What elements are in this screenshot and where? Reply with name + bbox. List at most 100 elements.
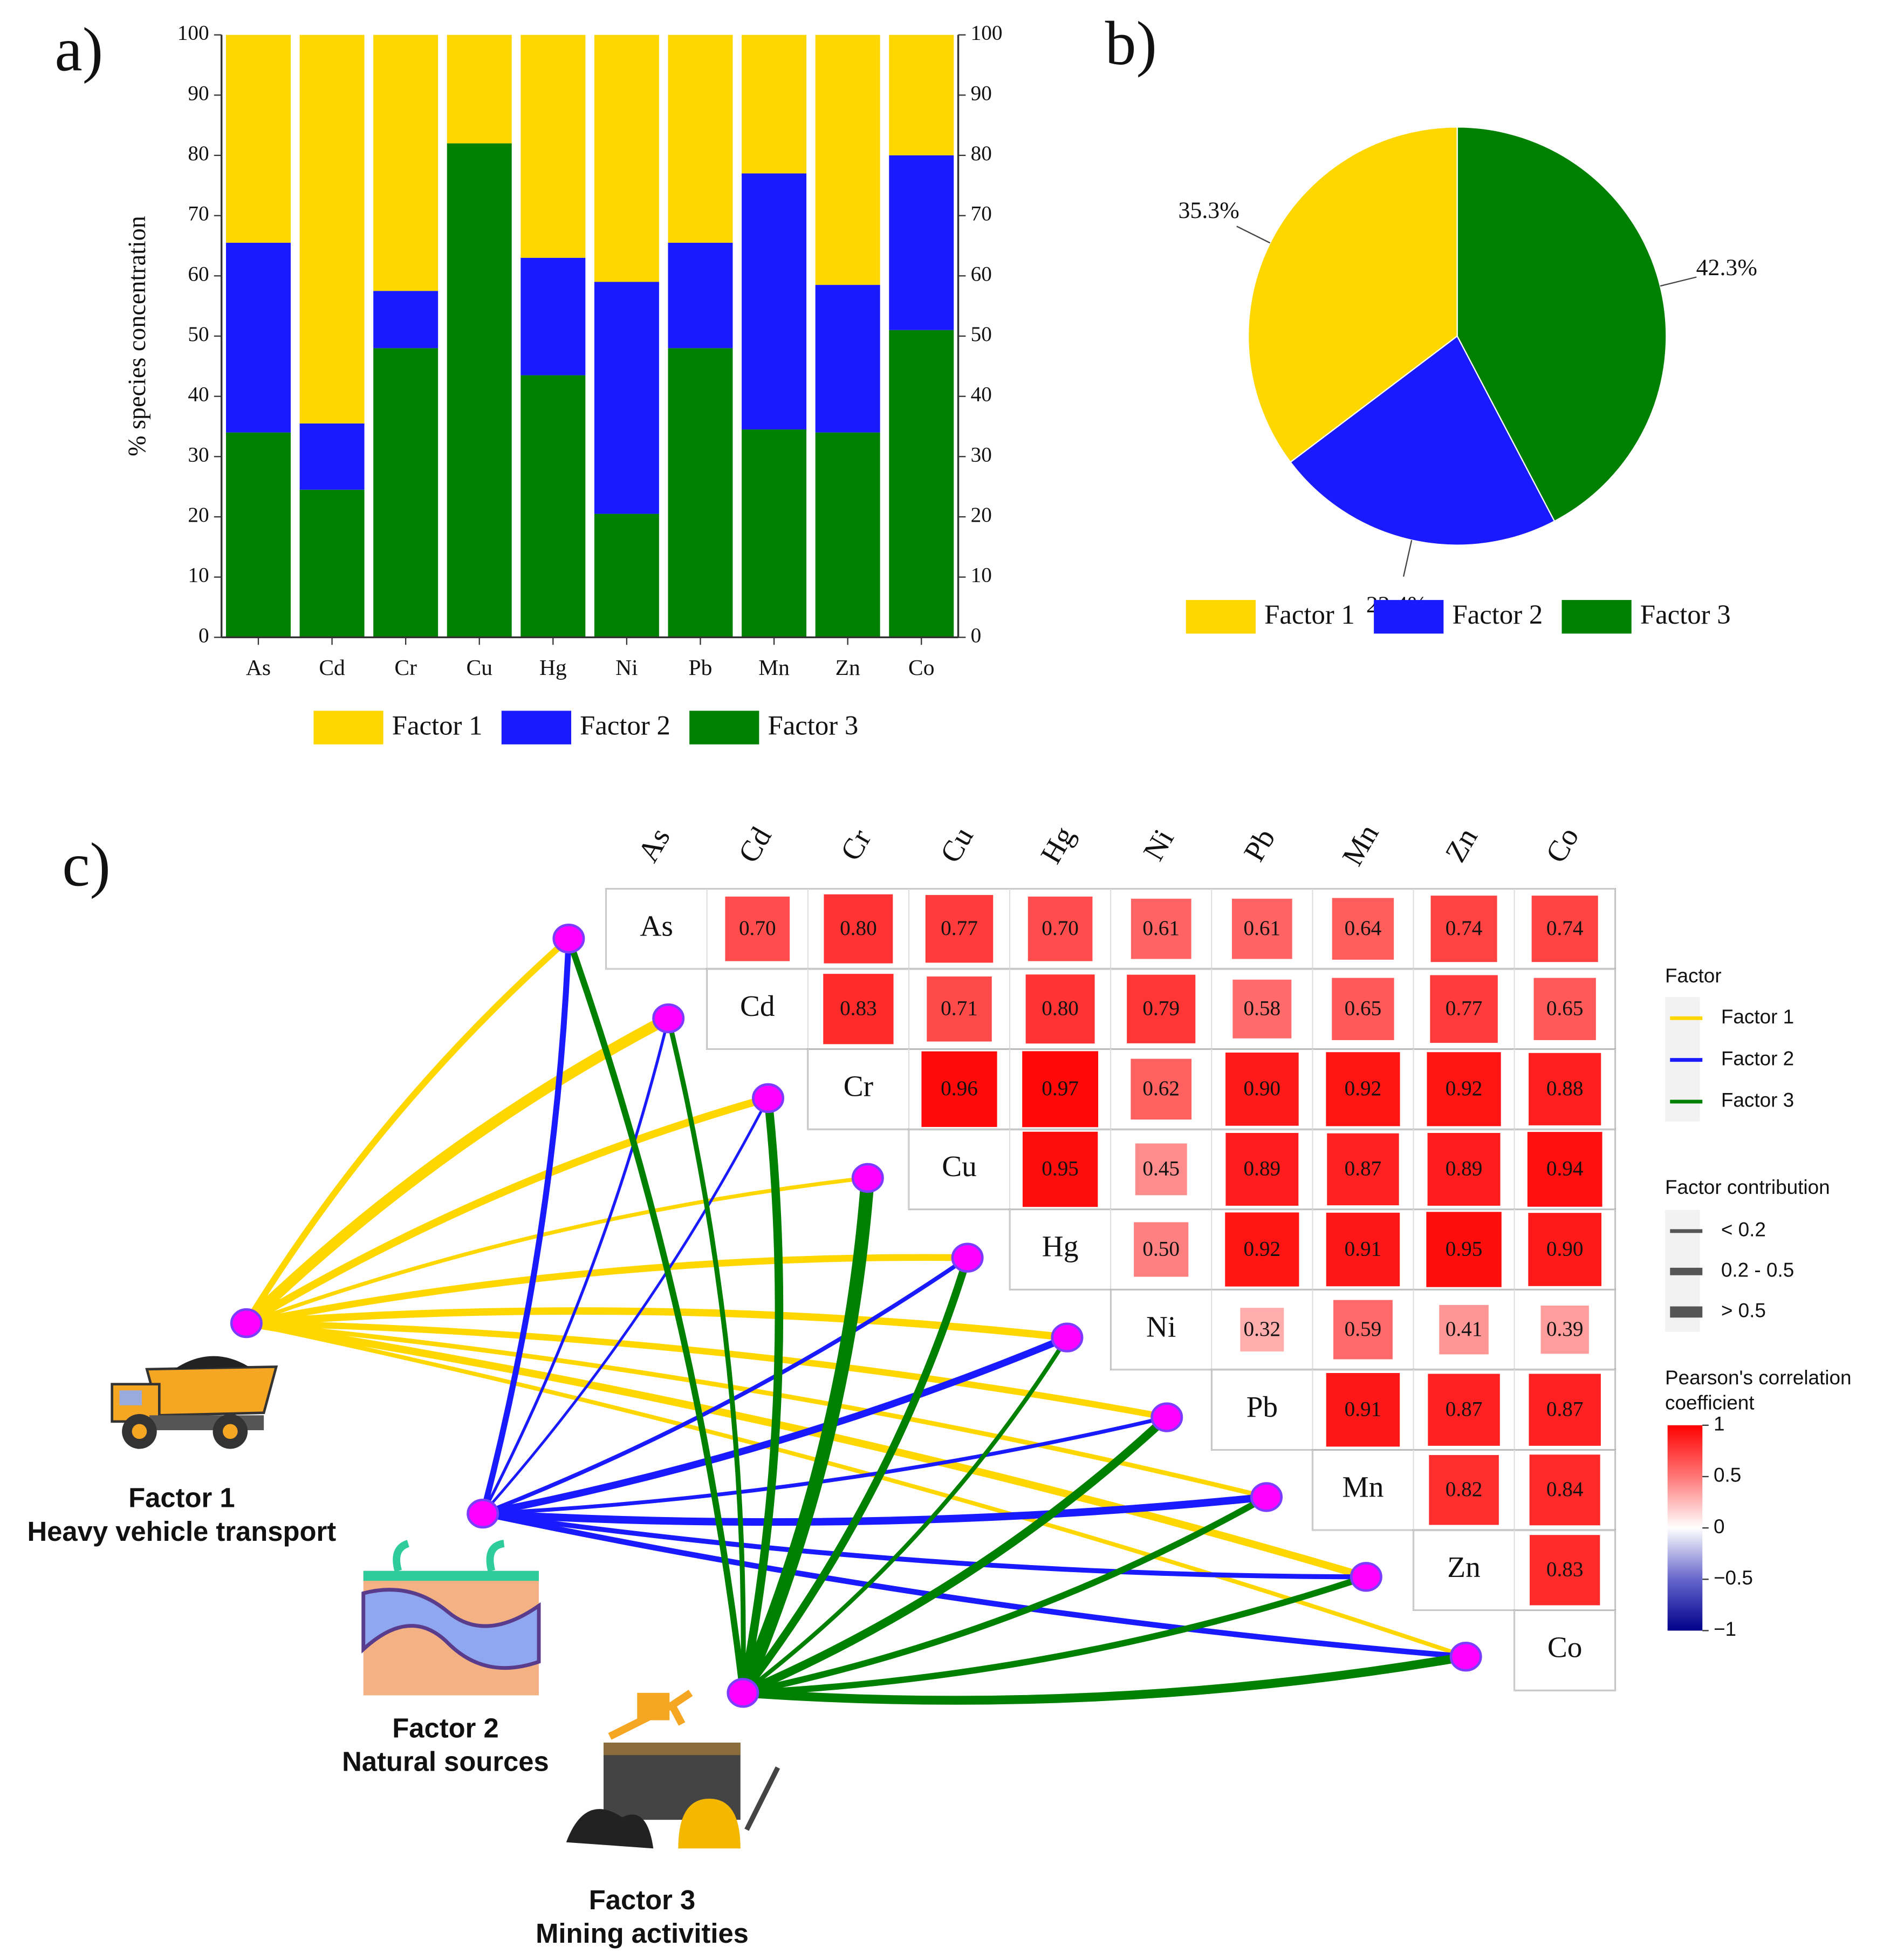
colorbar-tick-label: 0.5 <box>1714 1464 1741 1486</box>
correlation-label: 0.84 <box>1546 1478 1584 1501</box>
network-edge <box>738 1413 1172 1697</box>
correlation-square <box>925 894 994 963</box>
bar-segment <box>889 155 954 330</box>
y2-tick-label: 40 <box>971 383 992 406</box>
bar-segment <box>520 375 586 638</box>
correlation-square <box>1127 974 1196 1043</box>
correlation-label: 0.95 <box>1042 1157 1079 1180</box>
network-node <box>1350 1562 1382 1592</box>
correlation-square <box>1231 898 1292 959</box>
column-label: As <box>631 822 676 868</box>
bar-segment <box>299 423 365 490</box>
correlation-square <box>1232 979 1292 1039</box>
bar-segment <box>594 514 659 638</box>
network-edge <box>741 1335 1070 1695</box>
correlation-label: 0.79 <box>1142 997 1180 1020</box>
legend-label: Factor 3 <box>1721 1089 1794 1111</box>
network <box>230 923 1482 1708</box>
legend-swatch <box>1561 600 1632 634</box>
bar-segment <box>742 429 807 638</box>
panel-label: b) <box>1105 9 1157 78</box>
correlation-label: 0.77 <box>941 917 978 940</box>
correlation-square <box>1131 898 1191 959</box>
source-name: Factor 1 <box>128 1483 235 1513</box>
correlation-label: 0.71 <box>941 997 978 1020</box>
correlation-label: 0.45 <box>1142 1157 1180 1180</box>
x-tick-label: Pb <box>689 655 713 680</box>
diagonal-label: Mn <box>1342 1470 1384 1503</box>
column-label: Co <box>1539 822 1585 868</box>
y-tick-label: 40 <box>188 383 209 406</box>
x-tick-label: Co <box>908 655 934 680</box>
correlation-square <box>1134 1222 1189 1277</box>
correlation-square <box>1326 1212 1400 1287</box>
correlation-label: 0.88 <box>1546 1077 1584 1100</box>
source-description: Heavy vehicle transport <box>28 1516 337 1547</box>
correlation-square <box>927 976 992 1042</box>
correlation-square <box>1225 1132 1299 1206</box>
network-edge <box>480 935 572 1517</box>
colorbar-title: Pearson's correlation <box>1665 1367 1852 1389</box>
correlation-label: 0.59 <box>1345 1317 1382 1341</box>
source-description: Mining activities <box>536 1918 749 1949</box>
correlation-label: 0.97 <box>1042 1077 1079 1100</box>
legend-label: Factor 1 <box>1264 599 1355 630</box>
y2-tick-label: 0 <box>971 624 982 647</box>
correlation-square <box>1439 1305 1489 1355</box>
correlation-square <box>1429 1454 1499 1525</box>
source-description: Natural sources <box>342 1746 549 1777</box>
leader-line <box>1660 276 1697 287</box>
correlation-label: 0.61 <box>1142 917 1180 940</box>
network-edge <box>736 1171 875 1700</box>
source-name: Factor 2 <box>392 1712 498 1743</box>
legend-label: Factor 3 <box>768 710 859 740</box>
bar-segment <box>668 242 733 349</box>
correlation-label: 0.41 <box>1446 1317 1483 1341</box>
correlation-label: 0.77 <box>1446 997 1483 1020</box>
correlation-square <box>1529 1374 1601 1446</box>
bar-segment <box>447 143 512 638</box>
correlation-square <box>1529 1053 1601 1125</box>
panel-label: a) <box>55 15 104 84</box>
correlation-label: 0.90 <box>1244 1077 1281 1100</box>
network-edge <box>479 1493 1271 1526</box>
correlation-square <box>1240 1308 1284 1352</box>
legend-label: Factor 2 <box>1452 599 1543 630</box>
network-edge <box>480 1511 1369 1580</box>
correlation-label: 0.95 <box>1446 1237 1483 1260</box>
y-tick-label: 0 <box>198 624 209 647</box>
y2-tick-label: 30 <box>971 443 992 466</box>
legend-label: Factor 2 <box>1721 1047 1794 1069</box>
correlation-square <box>725 896 790 961</box>
correlation-square <box>1025 974 1095 1044</box>
correlation-square <box>1529 1454 1600 1526</box>
correlation-label: 0.70 <box>739 917 776 940</box>
diagonal-label: As <box>640 909 673 942</box>
correlation-label: 0.58 <box>1244 997 1281 1020</box>
correlation-square <box>1327 1133 1399 1206</box>
correlation-label: 0.50 <box>1142 1237 1180 1260</box>
bar-segment <box>299 35 365 424</box>
pie-slice <box>1456 126 1667 522</box>
x-tick-label: Mn <box>758 655 790 680</box>
bar-segment <box>225 35 291 243</box>
bar-segment <box>594 35 659 282</box>
diagonal-label: Zn <box>1447 1551 1480 1583</box>
network-node <box>752 1083 784 1114</box>
network-edge <box>481 1016 670 1515</box>
y2-tick-label: 50 <box>971 323 992 346</box>
correlation-label: 0.96 <box>941 1077 978 1100</box>
network-edge <box>565 935 746 1696</box>
correlation-square <box>1332 978 1394 1040</box>
network-node <box>467 1498 499 1529</box>
cell <box>1513 1609 1616 1691</box>
correlation-label: 0.74 <box>1446 917 1483 940</box>
correlation-label: 0.80 <box>840 917 877 940</box>
colorbar-tick-label: −1 <box>1714 1618 1736 1640</box>
y-tick-label: 20 <box>188 503 209 527</box>
column-label: Hg <box>1034 821 1081 869</box>
column-label: Zn <box>1439 822 1484 868</box>
correlation-square <box>823 974 894 1044</box>
correlation-square <box>1428 1374 1500 1446</box>
